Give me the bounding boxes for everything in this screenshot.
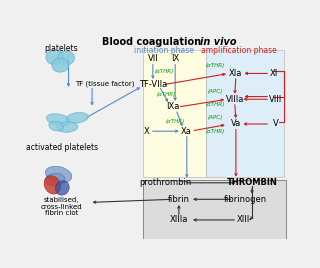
Bar <box>143 50 206 177</box>
Ellipse shape <box>66 113 88 123</box>
Text: prothrombin: prothrombin <box>139 178 191 187</box>
Text: V: V <box>273 120 278 128</box>
Ellipse shape <box>49 121 63 131</box>
Text: (αTHR): (αTHR) <box>154 69 174 74</box>
Text: Xa: Xa <box>181 127 192 136</box>
Bar <box>143 180 285 239</box>
Text: stabilised,: stabilised, <box>44 197 79 203</box>
Text: cross-linked: cross-linked <box>41 203 82 210</box>
Text: activated platelets: activated platelets <box>26 143 98 152</box>
Text: amplification phase: amplification phase <box>201 46 276 55</box>
Ellipse shape <box>57 122 78 132</box>
Text: initiation phase: initiation phase <box>134 46 194 55</box>
Text: fibrin clot: fibrin clot <box>45 210 78 216</box>
Text: IX: IX <box>171 54 179 64</box>
Text: Va: Va <box>231 120 241 128</box>
Text: fibrinogen: fibrinogen <box>224 195 268 204</box>
Text: VIII: VIII <box>269 95 282 104</box>
Text: XIII: XIII <box>237 215 250 224</box>
Text: (αTHR): (αTHR) <box>165 119 185 124</box>
Text: X: X <box>144 127 149 136</box>
Text: THROMBIN: THROMBIN <box>227 178 277 187</box>
Text: XI: XI <box>270 69 278 78</box>
Bar <box>206 50 284 177</box>
Ellipse shape <box>45 166 72 183</box>
Text: in vivo: in vivo <box>200 37 237 47</box>
Text: XIa: XIa <box>229 69 243 78</box>
Text: VIIIa: VIIIa <box>226 95 244 104</box>
Text: platelets: platelets <box>44 44 78 53</box>
Circle shape <box>52 58 69 72</box>
Text: VII: VII <box>148 54 158 64</box>
Text: (αTHR): (αTHR) <box>205 102 224 107</box>
Ellipse shape <box>45 173 65 186</box>
Text: TF-VIIa: TF-VIIa <box>139 80 167 89</box>
Circle shape <box>58 51 75 65</box>
Text: (αTHR): (αTHR) <box>205 129 224 134</box>
Text: (αTHR): (αTHR) <box>157 92 176 96</box>
Text: Blood coagulation: Blood coagulation <box>101 37 204 47</box>
Text: IXa: IXa <box>166 102 180 111</box>
Text: (APC): (APC) <box>207 115 222 120</box>
Text: XIIIa: XIIIa <box>170 215 188 224</box>
Text: (αTHR): (αTHR) <box>205 63 224 68</box>
Ellipse shape <box>46 114 71 126</box>
Text: fibrin: fibrin <box>168 195 190 204</box>
Circle shape <box>46 50 64 65</box>
Text: (APC): (APC) <box>207 89 222 94</box>
Ellipse shape <box>55 181 69 195</box>
Text: TF (tissue factor): TF (tissue factor) <box>75 80 134 87</box>
Ellipse shape <box>44 176 61 194</box>
